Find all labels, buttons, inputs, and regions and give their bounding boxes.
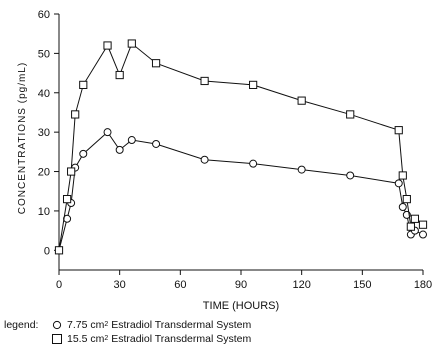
x-tick-label: 180 <box>414 279 432 291</box>
y-tick-label: 0 <box>44 245 50 257</box>
data-point <box>419 230 427 239</box>
y-tick-label: 50 <box>38 48 50 60</box>
data-point <box>115 145 124 154</box>
y-tick-label: 10 <box>38 206 50 218</box>
data-point <box>103 128 112 137</box>
legend-label-size: 15.5 cm <box>67 333 105 345</box>
y-tick-label: 20 <box>38 167 50 179</box>
data-point <box>71 110 80 119</box>
circle-marker-icon <box>50 318 64 332</box>
data-point <box>249 159 258 168</box>
data-point <box>402 195 411 204</box>
data-point <box>67 167 76 176</box>
x-tick-label: 90 <box>235 279 247 291</box>
series-2 <box>54 39 428 255</box>
legend-label-name: Estradiol Transdermal System <box>111 319 252 331</box>
tick-labels: 0 10 20 30 40 50 60 0 30 60 90 120 150 180 <box>38 9 432 291</box>
y-axis-label: CONCENTRATIONS (pg/mL) <box>17 62 28 214</box>
data-point <box>54 246 64 255</box>
y-tick-label: 30 <box>38 127 50 139</box>
data-point <box>152 139 161 148</box>
legend-label-size: 7.75 cm <box>67 319 105 331</box>
data-point <box>79 80 88 89</box>
data-point <box>127 136 136 145</box>
x-tick-label: 60 <box>174 279 186 291</box>
legend-prefix: legend: <box>4 319 39 331</box>
data-point <box>200 155 209 164</box>
data-point <box>418 220 428 229</box>
data-point <box>346 110 355 119</box>
data-point <box>151 59 161 68</box>
legend-item-15-5: 15.5 cm 2 Estradiol Transdermal System <box>4 332 251 346</box>
data-point <box>398 202 407 211</box>
pk-line-chart: 0 10 20 30 40 50 60 0 30 60 90 120 150 180 TIME (HOUR… <box>17 9 432 312</box>
x-tick-label: 120 <box>292 279 310 291</box>
data-point <box>62 195 72 204</box>
legend-label-name: Estradiol Transdermal System <box>111 333 252 345</box>
data-point <box>410 214 420 223</box>
legend-item-7-75: legend: 7.75 cm 2 Estradiol Transdermal S… <box>4 318 252 332</box>
data-point <box>127 39 136 48</box>
data-point <box>394 179 403 188</box>
data-point <box>79 149 88 158</box>
x-axis-label: TIME (HOURS) <box>203 300 279 312</box>
data-point <box>406 222 415 231</box>
data-point <box>249 80 258 89</box>
series-line <box>58 42 424 251</box>
data-point <box>394 126 403 135</box>
data-point <box>115 70 124 80</box>
series-1 <box>55 128 427 255</box>
x-tick-label: 0 <box>56 279 62 291</box>
x-tick-label: 150 <box>353 279 371 291</box>
series-line <box>58 131 424 251</box>
data-point <box>398 171 407 180</box>
axes <box>54 13 424 275</box>
series-layer <box>54 39 428 255</box>
data-point <box>103 41 112 50</box>
square-marker-icon <box>50 332 64 346</box>
x-tick-label: 30 <box>114 279 126 291</box>
y-tick-label: 60 <box>38 9 50 21</box>
data-point <box>200 76 209 86</box>
data-point <box>297 96 306 105</box>
legend: legend: 7.75 cm 2 Estradiol Transdermal S… <box>4 318 251 346</box>
data-point <box>346 171 355 180</box>
y-tick-label: 40 <box>38 88 50 100</box>
data-point <box>297 165 306 174</box>
